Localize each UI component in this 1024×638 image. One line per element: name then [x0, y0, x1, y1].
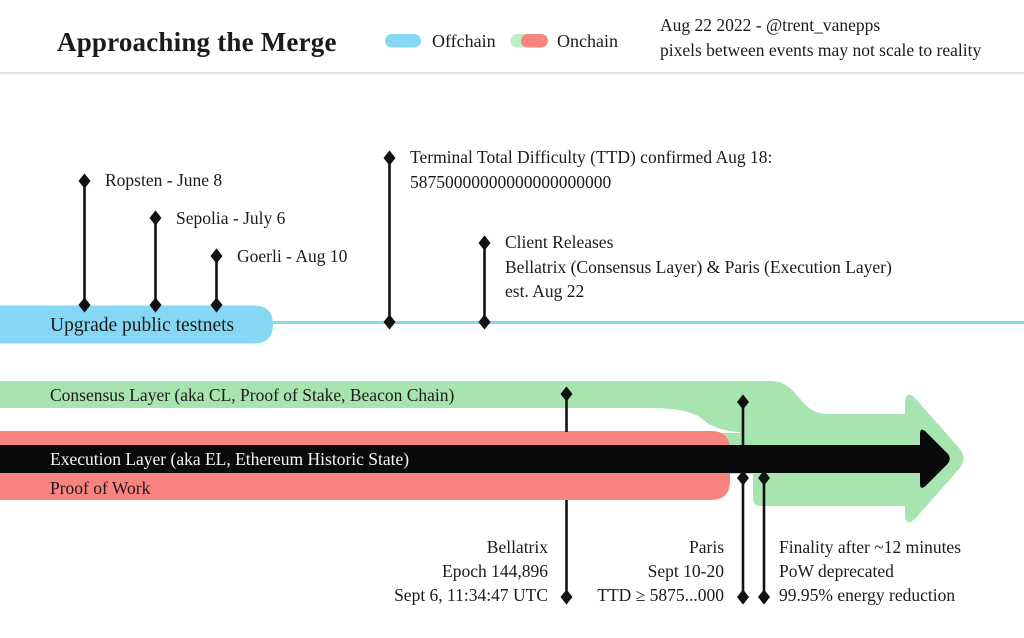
white-gap-upper	[0, 408, 740, 433]
execution-arrow-shaft	[0, 445, 920, 473]
event-label-paris-line1: Paris	[689, 537, 724, 557]
marker-sepolia: Sepolia - July 6	[149, 208, 286, 313]
pow-band-label: Proof of Work	[50, 478, 151, 498]
marker-goerli: Goerli - Aug 10	[210, 246, 348, 313]
diamond-marker	[737, 589, 749, 605]
diamond-marker	[78, 173, 91, 189]
event-label-bellatrix-line1: Bellatrix	[487, 537, 548, 557]
event-label-sepolia: Sepolia - July 6	[176, 208, 286, 228]
marker-bellatrix: Bellatrix Epoch 144,896 Sept 6, 11:34:47…	[394, 386, 573, 605]
header-divider	[0, 72, 1024, 74]
header-note: Aug 22 2022 - @trent_vanepps pixels betw…	[660, 15, 981, 60]
event-label-paris-line2: Sept 10-20	[648, 561, 725, 581]
execution-band-label: Execution Layer (aka EL, Ethereum Histor…	[50, 449, 409, 469]
diamond-marker	[383, 150, 396, 166]
event-label-goerli: Goerli - Aug 10	[237, 246, 348, 266]
header: Approaching the Merge Offchain Onchain A…	[0, 15, 1024, 74]
marker-client-releases: Client Releases Bellatrix (Consensus Lay…	[478, 232, 892, 330]
marker-ttd: Terminal Total Difficulty (TTD) confirme…	[383, 147, 772, 330]
offchain-legend-label: Offchain	[432, 31, 496, 51]
diamond-marker	[210, 248, 223, 264]
offchain-bar-label: Upgrade public testnets	[50, 315, 234, 336]
diamond-marker	[478, 314, 491, 330]
diamond-marker	[478, 235, 491, 251]
event-label-client-line3: est. Aug 22	[505, 281, 584, 301]
event-label-finality-line3: 99.95% energy reduction	[779, 585, 955, 605]
event-label-ttd-line1: Terminal Total Difficulty (TTD) confirme…	[410, 147, 772, 167]
credit-line: Aug 22 2022 - @trent_vanepps	[660, 15, 880, 35]
diamond-marker	[149, 210, 162, 226]
onchain-legend-swatch-red	[521, 34, 548, 48]
disclaimer-line: pixels between events may not scale to r…	[660, 40, 981, 60]
marker-ropsten: Ropsten - June 8	[78, 170, 222, 313]
event-label-finality-line2: PoW deprecated	[779, 561, 894, 581]
diamond-marker	[758, 589, 770, 605]
event-label-bellatrix-line3: Sept 6, 11:34:47 UTC	[394, 585, 548, 605]
marker-finality: Finality after ~12 minutes PoW deprecate…	[758, 470, 961, 605]
legend: Offchain Onchain	[385, 31, 618, 51]
execution-arrowhead	[920, 429, 950, 488]
event-label-finality-line1: Finality after ~12 minutes	[779, 537, 961, 557]
event-label-ttd-line2: 58750000000000000000000	[410, 172, 612, 192]
offchain-bar	[0, 305, 273, 344]
diamond-marker	[560, 589, 573, 605]
page-title: Approaching the Merge	[57, 27, 337, 57]
event-label-ropsten: Ropsten - June 8	[105, 170, 222, 190]
consensus-band-lower	[753, 474, 905, 506]
offchain-legend-swatch	[385, 34, 421, 48]
onchain-track: Consensus Layer (aka CL, Proof of Stake,…	[0, 381, 964, 523]
marker-paris: Paris Sept 10-20 TTD ≥ 5875...000	[597, 394, 749, 605]
event-label-bellatrix-line2: Epoch 144,896	[442, 561, 548, 581]
diamond-marker	[383, 314, 396, 330]
event-label-paris-line3: TTD ≥ 5875...000	[597, 585, 724, 605]
event-label-client-line1: Client Releases	[505, 232, 614, 252]
onchain-legend-label: Onchain	[557, 31, 618, 51]
consensus-band-label: Consensus Layer (aka CL, Proof of Stake,…	[50, 385, 455, 405]
offchain-line	[256, 321, 1024, 324]
event-label-client-line2: Bellatrix (Consensus Layer) & Paris (Exe…	[505, 257, 892, 277]
offchain-track: Upgrade public testnets	[0, 305, 1024, 344]
